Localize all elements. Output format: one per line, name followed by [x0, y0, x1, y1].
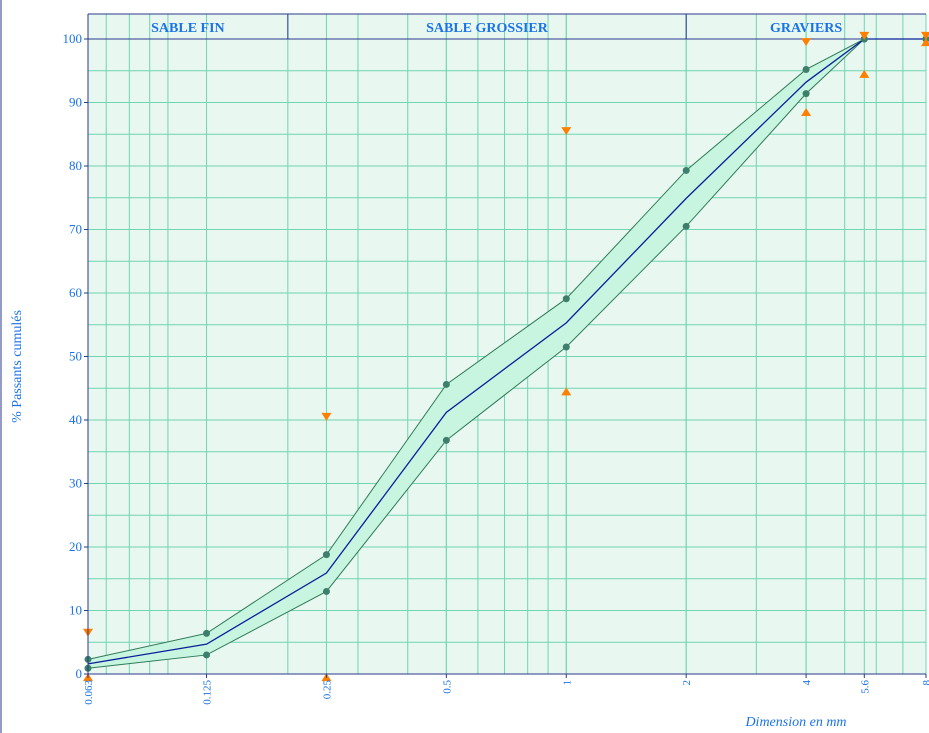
lower-limit-point: [682, 222, 690, 230]
marker-triangle-down: [321, 412, 332, 421]
y-tick-label: 90: [69, 95, 82, 110]
y-tick-label: 10: [69, 603, 82, 618]
lower-limit-point: [562, 343, 570, 351]
y-axis-title: % Passants cumulés: [10, 310, 25, 423]
x-tick-label: 1: [561, 680, 573, 686]
x-tick-label: 8: [921, 680, 929, 686]
upper-limit-point: [562, 295, 570, 303]
x-tick-label: 0.125: [202, 680, 214, 705]
y-tick-label: 40: [69, 412, 82, 427]
upper-limit-point: [802, 65, 810, 73]
y-tick-label: 80: [69, 158, 82, 173]
y-tick-label: 20: [69, 539, 82, 554]
y-tick-label: 50: [69, 349, 82, 364]
marker-triangle-up: [859, 69, 870, 78]
x-tick-label: 5.6: [859, 680, 871, 694]
band-label: GRAVIERS: [770, 21, 842, 36]
lower-limit-point: [802, 90, 810, 98]
band-strip: [88, 14, 926, 39]
upper-limit-point: [203, 629, 211, 637]
axis-layer: 0 10 20 30 40 50 60 70 80 90 100 0.063 0.125 0.25 0.5 1…: [10, 14, 929, 730]
x-tick-label: 2: [681, 680, 693, 686]
y-tick-label: 0: [76, 666, 83, 681]
marker-triangle-up: [561, 387, 572, 396]
band-header: SABLE FIN SABLE GROSSIER GRAVIERS: [88, 13, 926, 40]
grid-layer: [87, 14, 927, 675]
marker-triangle-up: [801, 108, 812, 117]
marker-triangle-up: [921, 38, 929, 47]
envelope-area: [88, 39, 926, 669]
x-tick-label: 4: [801, 680, 813, 686]
marker-triangle-down: [561, 127, 572, 136]
x-tick-label: 0.25: [321, 680, 333, 700]
y-tick-label: 60: [69, 285, 82, 300]
y-tick-label: 100: [63, 31, 83, 46]
x-tick-label: 0.063: [83, 680, 95, 705]
lower-limit-point: [442, 436, 450, 444]
upper-limit-point: [682, 166, 690, 174]
upper-limit-point: [442, 380, 450, 388]
upper-limit-point: [322, 551, 330, 559]
median-line: [87, 38, 926, 665]
y-tick-label: 30: [69, 476, 82, 491]
marker-triangle-down: [801, 38, 812, 47]
x-tick-label: 0.5: [441, 680, 453, 694]
marker-triangle-down: [921, 31, 929, 40]
band-label: SABLE GROSSIER: [426, 21, 549, 36]
band-label: SABLE FIN: [151, 21, 225, 36]
lower-limit-point: [203, 651, 211, 659]
x-axis-title: Dimension en mm: [744, 715, 846, 730]
marker-triangle-down: [859, 31, 870, 40]
lower-limit-point: [322, 587, 330, 595]
marker-layer: [83, 31, 929, 682]
y-tick-label: 70: [69, 222, 82, 237]
